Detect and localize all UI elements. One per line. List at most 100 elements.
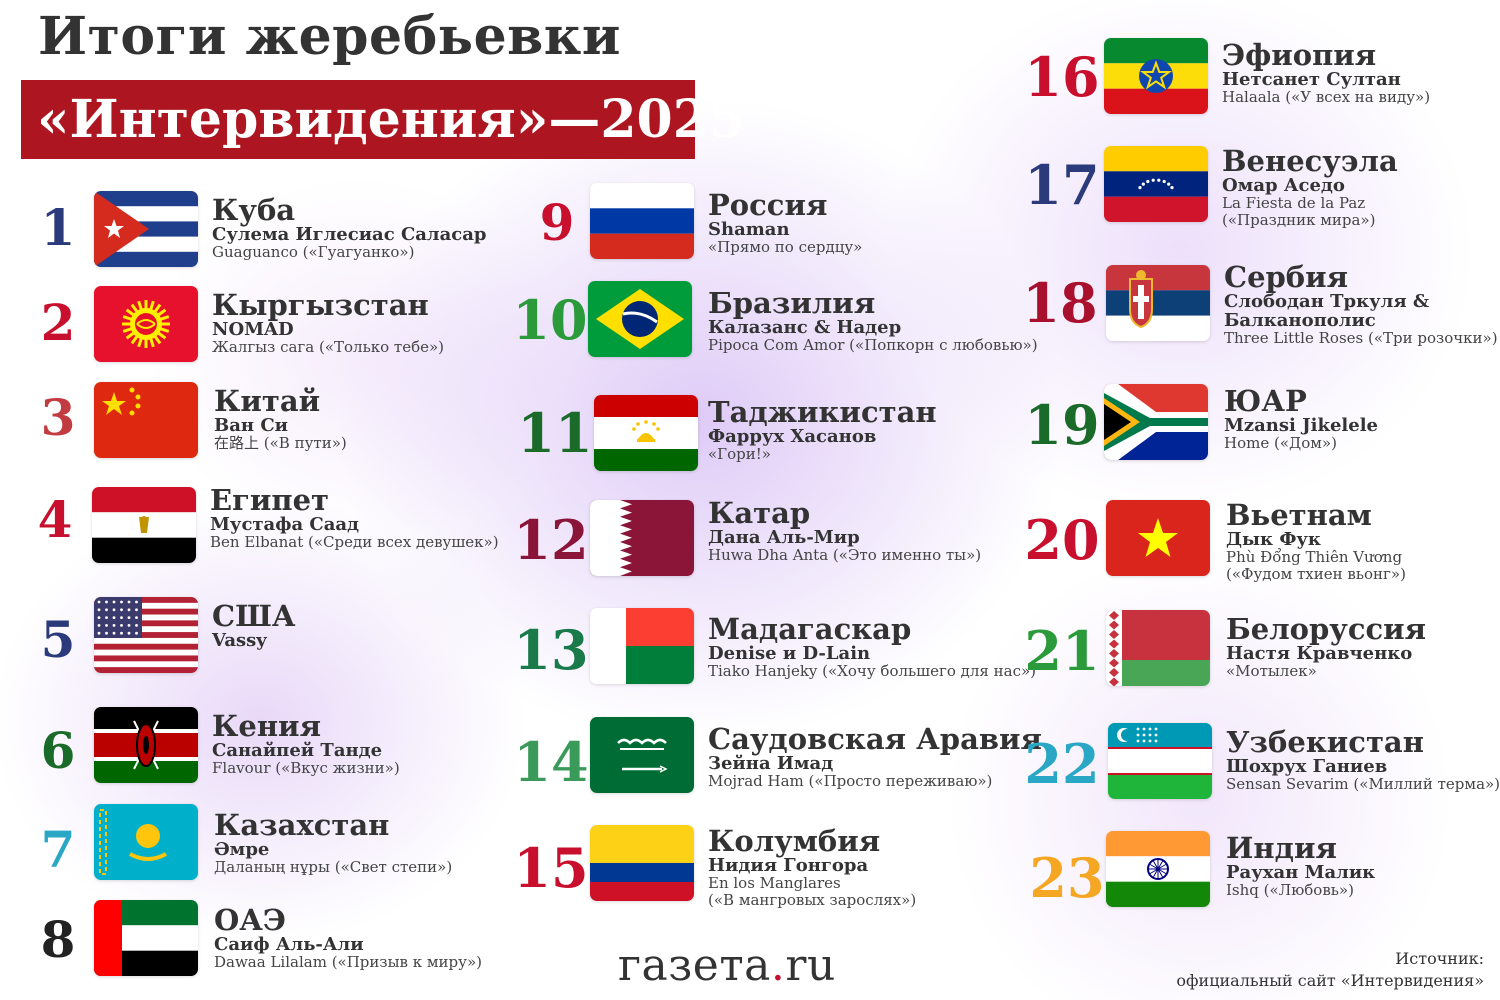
country-name: Египет <box>210 483 330 517</box>
entry-text: Эфиопия Нетсанет Султан Halaala («У всех н… <box>1222 40 1430 106</box>
uae-flag <box>94 900 198 976</box>
qatar-flag <box>590 500 694 576</box>
song-title: Halaala («У всех на виду») <box>1222 88 1431 106</box>
song-title: Ishq («Любовь») <box>1226 881 1354 899</box>
country-name: Казахстан <box>214 808 390 842</box>
song-title: Ben Elbanat («Среди всех девушек») <box>210 533 499 551</box>
belarus-flag <box>1106 610 1210 686</box>
song-title: «Мотылек» <box>1226 662 1317 680</box>
entry-text: Куба Сулема Иглесиас Саласар Guaguanco («Г… <box>212 195 487 261</box>
artist-name: Shaman <box>708 219 790 240</box>
song-title: Guaguanco («Гуагуанко») <box>212 243 415 261</box>
song-title: Phù Đổng Thiên Vương <box>1226 548 1403 566</box>
entry-text: Катар Дана Аль-Мир Huwa Dha Anta («Это име… <box>708 498 981 564</box>
entry-text: США Vassy <box>212 601 295 650</box>
country-name: Вьетнам <box>1226 498 1372 532</box>
entry-number: 14 <box>513 730 589 794</box>
page-title: Итоги жеребьевки <box>38 6 621 67</box>
artist-name: Мустафа Саад <box>210 514 360 535</box>
venezuela-flag <box>1104 146 1208 222</box>
entry-text: Таджикистан Фаррух Хасанов «Гори!» <box>708 397 937 463</box>
song-title: Three Little Roses («Три розочки») <box>1224 329 1498 347</box>
india-flag <box>1106 831 1210 907</box>
entry-number: 5 <box>40 610 76 669</box>
country-name: Россия <box>708 188 828 222</box>
entry-text: Вьетнам Дык Фук Phù Đổng Thiên Vương («Фудо… <box>1226 500 1406 583</box>
tajikistan-flag <box>594 395 698 471</box>
entry-text: Бразилия Калазанс & Надер Pipoca Com Amor … <box>708 288 1038 354</box>
entry-text: Китай Ван Си 在路上 («В пути») <box>214 386 347 452</box>
entry-number: 21 <box>1024 619 1100 683</box>
entry-text: Колумбия Нидия Гонгора En los Manglares («В… <box>708 826 916 909</box>
artist-name: Әмре <box>214 839 270 860</box>
song-title-line2: («Праздник мира») <box>1222 211 1376 229</box>
artist-name: Шохрух Ганиев <box>1226 756 1388 777</box>
song-title: «Прямо по сердцу» <box>708 238 863 256</box>
song-title: Home («Дом») <box>1224 434 1337 452</box>
entry-text: Египет Мустафа Саад Ben Elbanat («Среди вс… <box>210 485 499 551</box>
song-title: Sensan Sevarim («Миллий терма») <box>1226 775 1500 793</box>
south-africa-flag <box>1104 384 1208 460</box>
song-title: 在路上 («В пути») <box>214 434 347 452</box>
country-name: Кыргызстан <box>212 288 429 322</box>
russia-flag <box>590 183 694 259</box>
country-name: ЮАР <box>1224 384 1307 418</box>
entry-text: Саудовская Аравия Зейна Имад Mojrad Ham («… <box>708 724 1042 790</box>
country-name: Венесуэла <box>1222 144 1398 178</box>
entry-text: Индия Раухан Малик Ishq («Любовь») <box>1226 833 1375 899</box>
entry-number: 17 <box>1024 153 1100 217</box>
entry-text: Кыргызстан NOMAD Жалгыз сага («Только тебе… <box>212 290 444 356</box>
source-text: официальный сайт «Интервидения» <box>1176 971 1484 990</box>
usa-flag <box>94 597 198 673</box>
artist-name: Сулема Иглесиас Саласар <box>212 224 487 245</box>
song-title: En los Manglares <box>708 874 841 892</box>
ethiopia-flag <box>1104 38 1208 114</box>
country-name: Узбекистан <box>1226 725 1424 759</box>
entry-number: 20 <box>1024 508 1100 572</box>
country-name: ОАЭ <box>214 903 286 937</box>
song-title: «Гори!» <box>708 445 771 463</box>
country-name: Кения <box>212 709 321 743</box>
artist-name: Санайпей Танде <box>212 740 383 761</box>
song-title: Flavour («Вкус жизни») <box>212 759 400 777</box>
entry-number: 11 <box>517 401 593 465</box>
egypt-flag <box>92 487 196 563</box>
country-name: США <box>212 599 296 633</box>
country-name: Колумбия <box>708 824 881 858</box>
country-name: Куба <box>212 193 296 227</box>
colombia-flag <box>590 825 694 901</box>
entry-number: 16 <box>1024 45 1100 109</box>
song-title-line2: («Фудом тхиен вьонг») <box>1226 565 1406 583</box>
artist-name: Зейна Имад <box>708 753 834 774</box>
serbia-flag <box>1106 265 1210 341</box>
artist-name: Нидия Гонгора <box>708 855 869 876</box>
uzbekistan-flag <box>1108 723 1212 799</box>
country-name: Белоруссия <box>1226 612 1427 646</box>
entry-number: 22 <box>1024 732 1100 796</box>
artist-name: Раухан Малик <box>1226 862 1376 883</box>
artist-name: Denise и D-Lain <box>708 643 871 664</box>
brazil-flag <box>588 281 692 357</box>
entry-number: 3 <box>40 388 76 447</box>
song-title: Huwa Dha Anta («Это именно ты») <box>708 546 982 564</box>
entry-number: 10 <box>512 288 588 352</box>
saudi-arabia-flag <box>590 717 694 793</box>
entry-number: 4 <box>37 490 73 549</box>
country-name: Саудовская Аравия <box>708 722 1042 756</box>
artist-name: Дык Фук <box>1226 529 1321 550</box>
artist-name: Слободан Тркуля & <box>1224 291 1430 312</box>
cuba-flag <box>94 191 198 267</box>
song-title: Dawaa Lilalam («Призыв к миру») <box>214 953 483 971</box>
kazakhstan-flag <box>94 804 198 880</box>
artist-name: Дана Аль-Мир <box>708 527 860 548</box>
song-title: Даланың нұры («Свет степи») <box>214 858 453 876</box>
country-name: Катар <box>708 496 811 530</box>
entry-number: 18 <box>1022 271 1098 335</box>
entry-text: Венесуэла Омар Аседо La Fiesta de la Paz («… <box>1222 146 1398 229</box>
artist-name: Саиф Аль-Али <box>214 934 364 955</box>
entry-text: ЮАР Mzansi Jikelele Home («Дом») <box>1224 386 1378 452</box>
country-name: Бразилия <box>708 286 876 320</box>
title-banner: «Интервидения»—2025 <box>21 80 745 159</box>
country-name: Индия <box>1226 831 1337 865</box>
